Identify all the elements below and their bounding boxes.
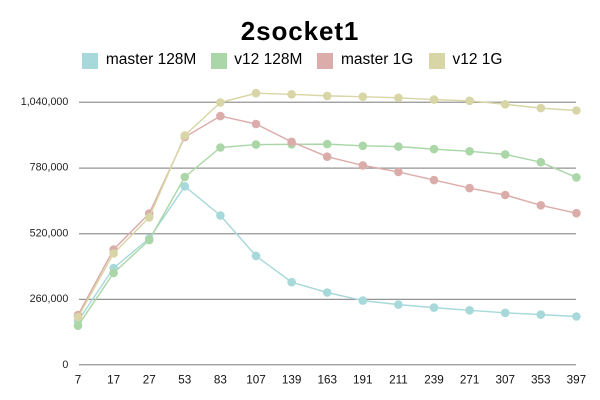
svg-text:271: 271 (460, 373, 480, 386)
svg-text:139: 139 (282, 373, 302, 386)
svg-text:0: 0 (62, 359, 68, 371)
svg-text:260,000: 260,000 (30, 293, 69, 305)
svg-text:83: 83 (214, 373, 227, 386)
svg-text:17: 17 (107, 373, 120, 386)
svg-text:163: 163 (317, 373, 337, 386)
svg-text:1,040,000: 1,040,000 (21, 96, 69, 108)
svg-text:7: 7 (75, 373, 82, 386)
svg-text:27: 27 (143, 373, 156, 386)
svg-text:53: 53 (178, 373, 191, 386)
svg-text:211: 211 (389, 373, 408, 386)
svg-text:397: 397 (567, 373, 587, 386)
svg-text:520,000: 520,000 (30, 227, 69, 239)
svg-text:307: 307 (495, 373, 515, 386)
svg-text:353: 353 (531, 373, 551, 386)
svg-text:780,000: 780,000 (30, 162, 69, 174)
svg-text:107: 107 (246, 373, 266, 386)
svg-text:191: 191 (353, 373, 373, 386)
svg-text:239: 239 (424, 373, 444, 386)
